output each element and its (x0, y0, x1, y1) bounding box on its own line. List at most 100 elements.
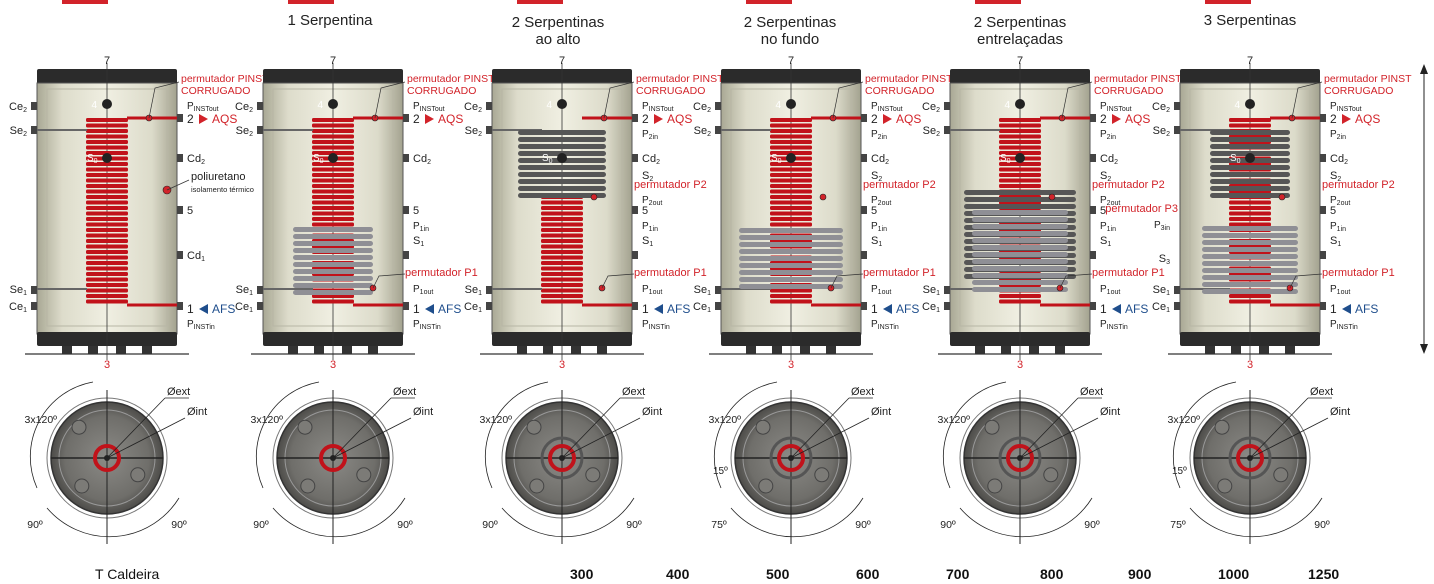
side-port-right (1090, 302, 1096, 310)
tank-foot (1231, 346, 1241, 354)
plan-boss (71, 419, 87, 435)
p1in-label: P1in (1100, 221, 1116, 233)
exchanger-coil-turn (1210, 165, 1290, 170)
ext-leader (1249, 397, 1309, 459)
tank-variant-5 (938, 0, 1121, 544)
tank-foot (88, 346, 98, 354)
exchanger-coil-turn (293, 276, 373, 281)
exchanger-coil-turn (518, 193, 606, 198)
size-800: 800 (1040, 566, 1064, 582)
title-line: 2 Serpentinas (511, 14, 605, 31)
plan-boss (526, 419, 542, 435)
aqs-label: AQS (1355, 112, 1380, 126)
tank-foot (342, 346, 352, 354)
side-port-left (715, 286, 721, 294)
corrugated-coil-turn (86, 294, 128, 298)
corrugated-coil-turn (86, 140, 128, 144)
exchanger-coil-turn (1202, 254, 1298, 259)
sensor-s0-label: S0 (771, 153, 782, 165)
side-port-left (486, 126, 492, 134)
side-port-left (715, 302, 721, 310)
side-port-right (177, 114, 183, 122)
permutador-p2-label: permutador P2 (1322, 179, 1395, 191)
cd2-label: Cd2 (1330, 153, 1348, 166)
afs-arrow-icon (425, 304, 434, 314)
corrugated-coil-turn (770, 178, 812, 183)
plan-boss (1043, 467, 1059, 483)
s2-label: S2 (642, 170, 653, 183)
corrugated-coil-turn (312, 200, 354, 205)
tank-foot (517, 346, 527, 354)
corrugated-coil-turn (770, 299, 812, 304)
corrugated-coil-turn (770, 294, 812, 298)
corrugated-coil-turn (86, 129, 128, 133)
angle-120-label: 3x120º (480, 414, 513, 426)
side-port-right (632, 302, 638, 310)
se1-label: Se1 (236, 284, 253, 297)
afs-num: 1 (1100, 302, 1107, 316)
ext-label: Øext (622, 386, 645, 398)
angle-arc-left (484, 381, 549, 489)
size-600: 600 (856, 566, 880, 582)
isolamento-label: isolamento térmico (191, 185, 254, 194)
se2-label: Se2 (694, 125, 711, 138)
plan-boss (755, 419, 771, 435)
p2-point (1278, 193, 1286, 201)
corrugated-coil-turn (312, 167, 354, 172)
corrugado-label-2: CORRUGADO (1094, 85, 1163, 97)
corrugated-coil-turn (312, 222, 354, 227)
exchanger-coil-turn (739, 284, 843, 289)
exchanger-coil-turn (1210, 172, 1290, 177)
p2-point (1048, 193, 1056, 201)
cd1-label: Cd1 (187, 250, 205, 263)
corrugated-coil-turn (86, 228, 128, 232)
corrugated-coil-turn (86, 211, 128, 216)
side-port-left (257, 126, 263, 134)
ce2-label: Ce2 (464, 101, 482, 114)
corrugated-coil-turn (999, 167, 1041, 172)
sensor-s0-marker (328, 153, 338, 163)
afs-arrow-icon (883, 304, 892, 314)
port-5-label: 5 (642, 205, 648, 217)
side-port-right (1320, 154, 1326, 162)
tank-foot (288, 346, 298, 354)
side-port-left (944, 302, 950, 310)
corrugated-coil-turn (86, 167, 128, 172)
corrugated-coil-turn (770, 200, 812, 205)
pinst-in-label: PINSTin (642, 319, 670, 331)
corrugado-label-2: CORRUGADO (407, 85, 476, 97)
port-7-label: 7 (559, 55, 565, 67)
plan-boss (529, 478, 545, 494)
s1-label: S1 (871, 235, 882, 248)
ce1-label: Ce1 (464, 301, 482, 314)
pinst-out-label: PINSTout (871, 101, 903, 113)
exchanger-coil-turn (972, 259, 1068, 264)
exchanger-coil-turn (972, 273, 1068, 278)
height-arrow-top-icon (1420, 64, 1428, 74)
corrugated-coil-turn (770, 217, 812, 221)
corrugated-coil-turn (86, 217, 128, 221)
corrugated-coil-turn (541, 239, 583, 243)
plan-boss (814, 467, 830, 483)
exchanger-coil-turn (1202, 261, 1298, 266)
exchanger-coil-turn (972, 210, 1068, 215)
se1-label: Se1 (694, 284, 711, 297)
corrugated-coil-turn (86, 145, 128, 150)
exchanger-coil-turn (293, 248, 373, 253)
corrugated-coil-turn (312, 145, 354, 150)
aqs-num: 2 (642, 112, 649, 126)
exchanger-coil-turn (518, 186, 606, 191)
title-line: entrelaçadas (977, 31, 1063, 48)
exchanger-coil-turn (972, 252, 1068, 257)
angle-left-label: 90º (940, 519, 956, 531)
exchanger-coil-turn (293, 283, 373, 288)
ext-leader (332, 397, 392, 459)
corrugado-leader (374, 81, 406, 119)
ext-leader (561, 397, 621, 459)
corrugated-coil-turn (999, 145, 1041, 150)
aqs-label: AQS (212, 112, 237, 126)
side-port-right (861, 302, 867, 310)
p2-point (590, 193, 598, 201)
side-port-left (944, 126, 950, 134)
